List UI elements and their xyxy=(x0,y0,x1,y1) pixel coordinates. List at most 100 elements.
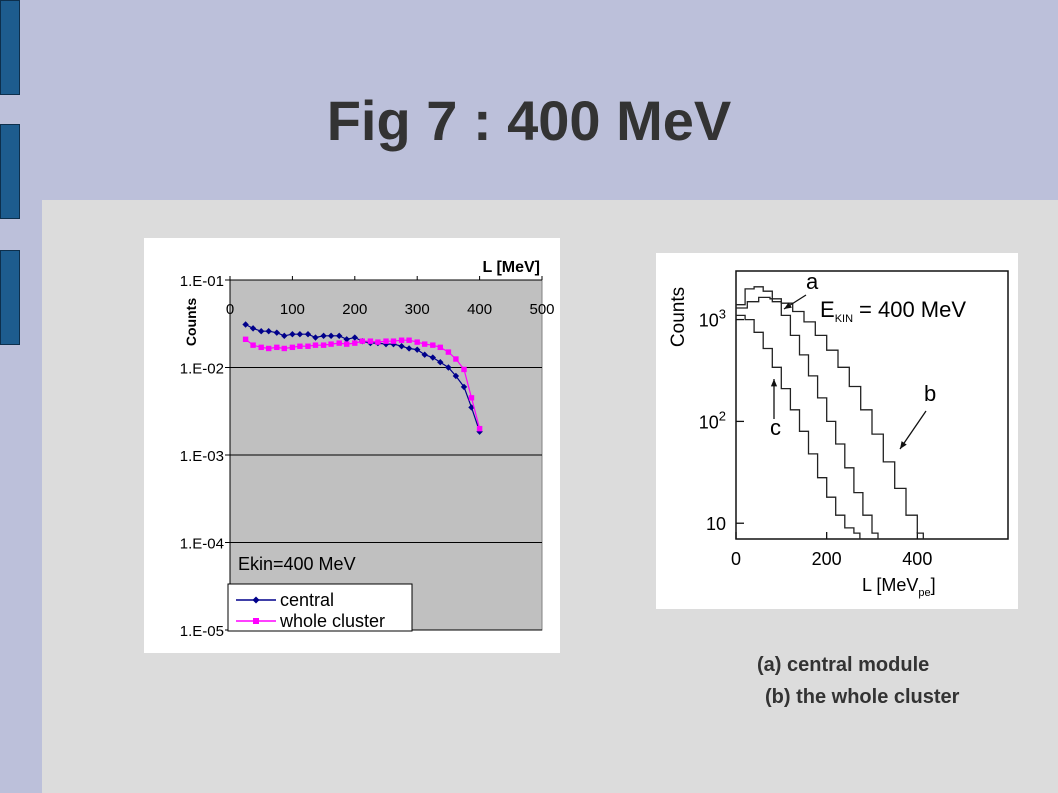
x-tick-label: 200 xyxy=(342,301,367,318)
data-point-whole-cluster xyxy=(398,337,405,343)
x-tick-label: 400 xyxy=(902,549,932,569)
data-point-central xyxy=(437,358,444,366)
curve-arrow-b xyxy=(899,410,927,450)
caption-central-module: (a) central module xyxy=(757,654,930,676)
y-tick-label: 102 xyxy=(699,408,726,432)
data-point-whole-cluster xyxy=(453,356,459,362)
data-point-central xyxy=(265,327,272,335)
data-point-whole-cluster xyxy=(445,349,452,355)
data-point-whole-cluster xyxy=(328,341,334,347)
data-point-whole-cluster xyxy=(359,338,365,344)
y-tick-label: 1.E-02 xyxy=(180,361,224,378)
curve-arrowhead-a xyxy=(784,302,792,309)
data-point-central xyxy=(414,346,421,353)
y-tick-label: 1.E-05 xyxy=(180,623,224,640)
data-point-whole-cluster xyxy=(274,344,280,351)
legend-marker xyxy=(253,618,259,624)
data-point-whole-cluster xyxy=(414,339,420,345)
data-point-whole-cluster xyxy=(305,343,311,349)
data-point-central xyxy=(460,383,468,391)
energy-annotation: EKIN = 400 MeV xyxy=(820,297,966,325)
y-tick-label: 103 xyxy=(699,307,726,331)
data-point-whole-cluster xyxy=(430,342,436,348)
legend-label: whole cluster xyxy=(279,611,385,631)
x-tick-label: 300 xyxy=(405,301,430,318)
data-point-central xyxy=(445,364,452,371)
data-point-whole-cluster xyxy=(297,343,303,349)
data-point-whole-cluster xyxy=(468,395,475,401)
data-point-whole-cluster xyxy=(383,338,389,344)
data-point-central xyxy=(429,354,436,361)
data-point-central xyxy=(452,372,460,380)
data-point-whole-cluster xyxy=(289,344,296,351)
data-point-whole-cluster xyxy=(265,345,272,352)
x-tick-label: 200 xyxy=(812,549,842,569)
legend-label: central xyxy=(280,590,334,610)
histogram-curve-c xyxy=(736,314,861,539)
data-point-central xyxy=(320,332,327,340)
data-point-central xyxy=(421,351,428,358)
legend-marker xyxy=(252,596,260,604)
x-tick-label: 100 xyxy=(280,301,305,318)
data-point-whole-cluster xyxy=(390,338,397,344)
x-axis-title: L [MeV] xyxy=(483,259,540,276)
data-point-central xyxy=(327,332,335,340)
data-point-central xyxy=(351,334,358,341)
plot-frame xyxy=(735,270,1009,540)
right-chart: 103 102 10 0 200 400 Counts L [MeVpe] EKIN = 400 … xyxy=(656,253,1018,609)
data-point-central xyxy=(281,332,288,340)
data-point-central xyxy=(258,327,265,335)
y-axis-title: Counts xyxy=(183,298,199,346)
y-tick-label: 1.E-04 xyxy=(180,536,224,553)
x-tick-label: 500 xyxy=(529,301,554,318)
data-point-whole-cluster xyxy=(437,344,443,351)
curve-label-a: a xyxy=(806,269,819,294)
data-point-whole-cluster xyxy=(281,345,287,352)
data-point-central xyxy=(312,334,319,341)
data-point-central xyxy=(273,329,280,336)
curve-label-b: b xyxy=(924,381,936,406)
y-tick-label: 1.E-01 xyxy=(180,273,224,290)
curve-arrowhead-b xyxy=(900,441,907,449)
data-point-central xyxy=(289,331,296,338)
data-point-central xyxy=(242,321,249,328)
side-tab-2 xyxy=(0,124,20,219)
left-chart: 1.E-01 1.E-02 1.E-03 1.E-04 1.E-05 0 100 200 300… xyxy=(144,238,560,653)
curve-arrowhead-c xyxy=(770,379,778,387)
data-point-whole-cluster xyxy=(320,342,327,348)
x-axis-title: L [MeVpe] xyxy=(862,575,936,599)
y-tick-label: 1.E-03 xyxy=(180,448,224,465)
side-tab-1 xyxy=(0,0,20,95)
side-tab-3 xyxy=(0,250,20,345)
data-point-central xyxy=(304,331,312,338)
data-point-central xyxy=(398,343,405,350)
data-point-whole-cluster xyxy=(336,340,342,346)
curve-label-c: c xyxy=(770,415,781,440)
data-point-whole-cluster xyxy=(476,425,483,432)
data-point-whole-cluster xyxy=(250,342,256,348)
y-axis-title: Counts xyxy=(668,287,689,347)
data-point-whole-cluster xyxy=(421,341,428,347)
slide-title: Fig 7 : 400 MeV xyxy=(326,89,732,152)
histogram-curve-b xyxy=(736,296,924,539)
data-point-whole-cluster xyxy=(461,366,467,373)
data-point-whole-cluster xyxy=(258,344,264,351)
data-point-central xyxy=(249,325,257,332)
data-point-whole-cluster xyxy=(375,339,381,345)
data-point-central xyxy=(343,336,350,343)
title-band xyxy=(0,0,1058,200)
x-tick-label: 400 xyxy=(467,301,492,318)
x-tick-label: 0 xyxy=(731,549,741,569)
data-point-whole-cluster xyxy=(406,337,412,343)
data-point-whole-cluster xyxy=(367,338,374,344)
data-point-central xyxy=(405,345,413,352)
data-point-whole-cluster xyxy=(343,341,350,347)
data-point-central xyxy=(336,332,343,340)
data-point-whole-cluster xyxy=(352,340,358,346)
energy-annotation: Ekin=400 MeV xyxy=(238,554,356,574)
histogram-curve-a xyxy=(736,286,879,539)
data-point-whole-cluster xyxy=(312,342,319,348)
data-point-whole-cluster xyxy=(242,336,249,343)
x-tick-label: 0 xyxy=(226,301,234,318)
